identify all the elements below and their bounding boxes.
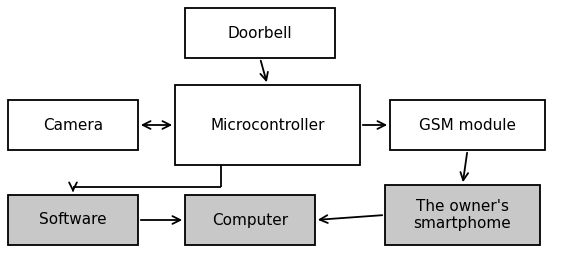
Text: Doorbell: Doorbell (228, 26, 292, 41)
Bar (185, 195, 315, 245)
Bar (175, 85, 360, 165)
Bar (185, 8, 335, 58)
Text: Software: Software (39, 213, 107, 228)
Text: Computer: Computer (212, 213, 288, 228)
Bar (8, 100, 138, 150)
Text: GSM module: GSM module (419, 117, 516, 133)
Bar (385, 185, 540, 245)
Text: Camera: Camera (43, 117, 103, 133)
Bar (390, 100, 545, 150)
Text: Microcontroller: Microcontroller (210, 117, 325, 133)
Bar (8, 195, 138, 245)
Text: The owner's
smartphome: The owner's smartphome (413, 199, 512, 231)
